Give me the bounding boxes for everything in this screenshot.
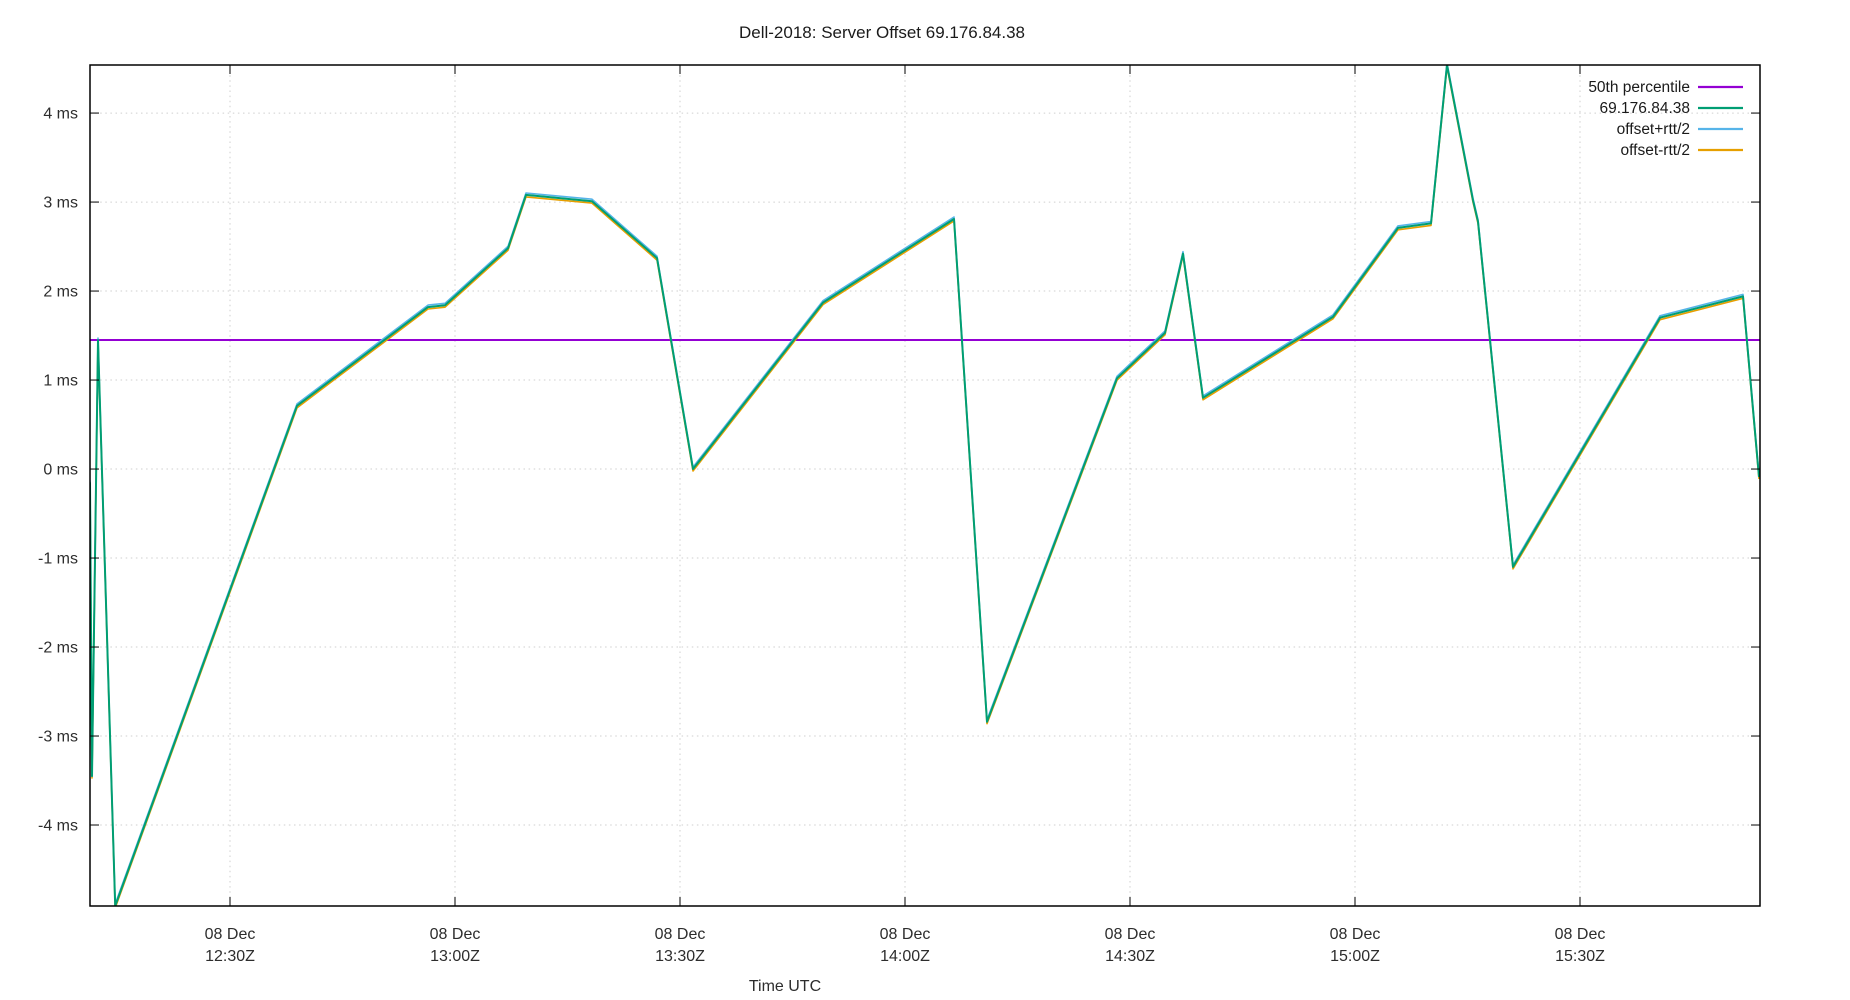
y-tick-label: 1 ms <box>43 373 78 390</box>
y-axis-labels: 4 ms 3 ms 2 ms 1 ms 0 ms -1 ms -2 ms -3 ms -4 ms <box>38 106 78 835</box>
grid-lines <box>90 65 1760 906</box>
y-tick-label: 2 ms <box>43 284 78 301</box>
legend-label: offset+rtt/2 <box>1617 121 1690 138</box>
x-tick-label-time: 13:30Z <box>655 948 705 965</box>
series-line-main <box>90 65 1760 906</box>
x-tick-label-date: 08 Dec <box>430 926 481 943</box>
x-tick-label-date: 08 Dec <box>880 926 931 943</box>
x-tick-label-date: 08 Dec <box>1555 926 1606 943</box>
legend: 50th percentile 69.176.84.38 offset+rtt/2 o… <box>1588 79 1743 159</box>
series-line-offset-minus <box>90 66 1760 906</box>
x-tick-label-time: 13:00Z <box>430 948 480 965</box>
x-tick-label-time: 15:30Z <box>1555 948 1605 965</box>
legend-label: 50th percentile <box>1588 79 1690 96</box>
x-tick-label-time: 15:00Z <box>1330 948 1380 965</box>
y-tick-label: -4 ms <box>38 818 78 835</box>
y-tick-label: 4 ms <box>43 106 78 123</box>
x-axis-labels: 08 Dec 12:30Z 08 Dec 13:00Z 08 Dec 13:30Z 08 D… <box>205 926 1606 965</box>
x-tick-label-time: 12:30Z <box>205 948 255 965</box>
series-line-offset-plus <box>90 65 1760 905</box>
y-tick-label: -3 ms <box>38 729 78 746</box>
legend-label: 69.176.84.38 <box>1599 100 1690 117</box>
x-tick-label-date: 08 Dec <box>655 926 706 943</box>
x-tick-label-date: 08 Dec <box>205 926 256 943</box>
y-tick-label: -1 ms <box>38 551 78 568</box>
y-tick-label: 3 ms <box>43 195 78 212</box>
axis-ticks <box>90 65 1760 906</box>
plot-border <box>89 64 1761 907</box>
x-tick-label-time: 14:00Z <box>880 948 930 965</box>
y-tick-label: -2 ms <box>38 640 78 657</box>
chart-title: Dell-2018: Server Offset 69.176.84.38 <box>739 23 1025 42</box>
x-tick-label-date: 08 Dec <box>1105 926 1156 943</box>
x-tick-label-date: 08 Dec <box>1330 926 1381 943</box>
y-tick-label: 0 ms <box>43 462 78 479</box>
x-axis-title: Time UTC <box>749 978 821 995</box>
x-tick-label-time: 14:30Z <box>1105 948 1155 965</box>
data-series <box>90 65 1760 906</box>
legend-label: offset-rtt/2 <box>1621 142 1691 159</box>
